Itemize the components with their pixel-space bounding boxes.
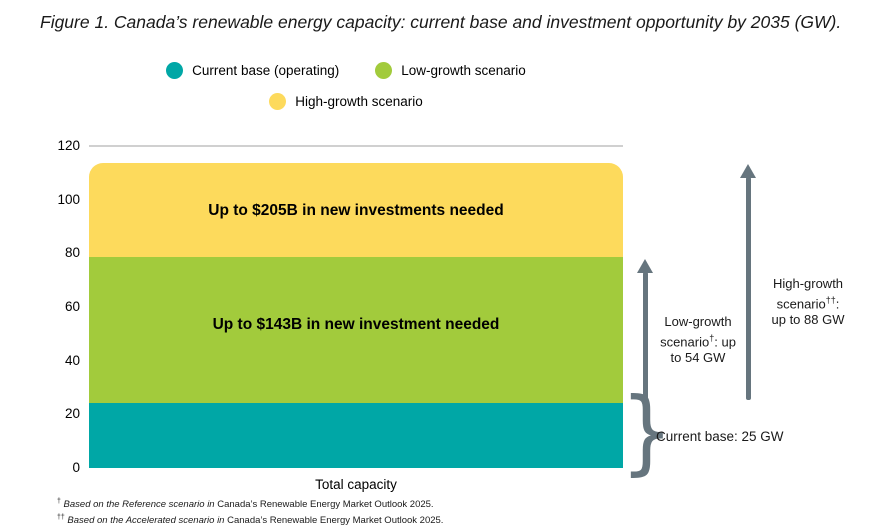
legend: Current base (operating) Low-growth scen…: [40, 62, 652, 110]
footnote-2-marker: ††: [57, 513, 65, 521]
legend-item-current-base: Current base (operating): [166, 62, 339, 79]
footnote-1-marker: †: [57, 498, 61, 505]
bar-segment-current-base: [89, 403, 623, 468]
legend-label-high-growth: High-growth scenario: [295, 94, 423, 109]
footnote-2-regular: Canada’s Renewable Energy Market Outlook…: [224, 514, 444, 526]
high-growth-annotation-line2: scenario: [776, 296, 826, 312]
low-growth-arrow-shaft: [643, 272, 648, 400]
footnote-2-italic: Based on the Accelerated scenario in: [64, 514, 225, 526]
low-growth-annotation-line3: to 54 GW: [670, 350, 726, 366]
bar-label-low-growth: Up to $143B in new investment needed: [212, 316, 500, 333]
low-growth-annotation: Low-growth scenario†: up to 54 GW: [645, 314, 751, 366]
bar-label-high-growth: Up to $205B in new investments needed: [208, 202, 504, 219]
high-growth-arrow-head-icon: [740, 164, 756, 178]
legend-label-current-base: Current base (operating): [192, 63, 340, 78]
current-base-annotation: Current base: 25 GW: [656, 429, 784, 444]
low-growth-annotation-line2b: : up: [714, 334, 736, 350]
y-axis-tick-60: 60: [64, 299, 80, 314]
y-axis-tick-0: 0: [72, 460, 80, 475]
footnote-1-regular: Canada’s Renewable Energy Market Outlook…: [214, 499, 434, 511]
legend-row-2: High-growth scenario: [269, 93, 423, 110]
y-axis-tick-120: 120: [57, 138, 80, 153]
low-growth-arrow-head-icon: [637, 259, 653, 273]
bar-segment-low-growth: [89, 257, 623, 403]
high-growth-annotation-line3: up to 88 GW: [771, 312, 845, 328]
low-growth-annotation-line1: Low-growth: [664, 314, 732, 329]
footnote-1-italic: Based on the Reference scenario in: [60, 499, 215, 511]
legend-dot-high-growth-icon: [269, 93, 287, 110]
x-axis-label: Total capacity: [315, 477, 397, 492]
legend-dot-current-base-icon: [166, 62, 184, 79]
y-axis-tick-100: 100: [57, 192, 80, 207]
high-growth-annotation-line2b: :: [835, 296, 840, 312]
low-growth-annotation-line2: scenario: [660, 334, 710, 350]
bar-segment-high-growth: [89, 163, 623, 257]
legend-row-1: Current base (operating) Low-growth scen…: [166, 62, 526, 79]
legend-item-low-growth: Low-growth scenario: [375, 62, 526, 79]
footnote-2: †† Based on the Accelerated scenario in …: [57, 512, 443, 528]
low-growth-dagger: †: [709, 333, 715, 343]
current-base-brace-icon: }: [620, 378, 674, 485]
legend-label-low-growth: Low-growth scenario: [401, 63, 526, 78]
y-axis-tick-20: 20: [64, 406, 80, 421]
high-growth-arrow-shaft: [746, 177, 751, 400]
y-axis-tick-80: 80: [64, 245, 80, 260]
high-growth-annotation-line1: High-growth: [772, 276, 844, 291]
y-axis-tick-40: 40: [64, 353, 80, 368]
gridline-120: [89, 145, 623, 147]
legend-dot-low-growth-icon: [375, 62, 393, 79]
stacked-bar: Up to $205B in new investments needed Up…: [89, 163, 623, 468]
legend-item-high-growth: High-growth scenario: [269, 93, 423, 110]
figure-title: Figure 1. Canada’s renewable energy capa…: [40, 12, 842, 32]
footnotes: † Based on the Reference scenario in Can…: [57, 496, 443, 527]
high-growth-dagger: ††: [825, 295, 836, 305]
footnote-1: † Based on the Reference scenario in Can…: [57, 496, 443, 512]
high-growth-annotation: High-growth scenario††: up to 88 GW: [754, 276, 862, 328]
